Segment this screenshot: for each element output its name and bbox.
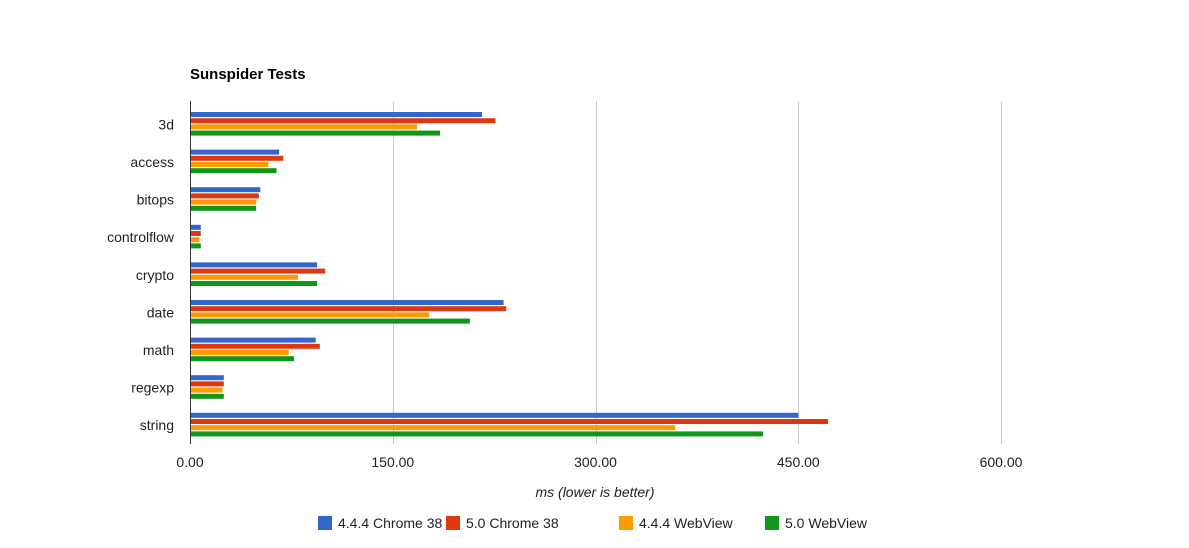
chart-title: Sunspider Tests — [190, 66, 306, 83]
legend-item: 5.0 Chrome 38 — [446, 515, 559, 531]
bar-date-5-0-webview — [191, 318, 470, 324]
bar-controlflow-4-4-4-webview — [191, 237, 200, 243]
grid-lines — [393, 101, 1002, 444]
bar-string-4-4-4-chrome-38 — [191, 412, 799, 418]
bar-date-4-4-4-chrome-38 — [191, 300, 504, 305]
category-labels: 3d access bitops controlflow crypto date math r… — [107, 116, 175, 433]
bar-regexp-4-4-4-chrome-38 — [191, 375, 224, 381]
bar-access-4-4-4-chrome-38 — [191, 149, 280, 155]
bar-string-5-0-webview — [191, 431, 764, 437]
bar-regexp-5-0-webview — [191, 393, 224, 399]
category-label: date — [147, 304, 174, 320]
legend-item: 5.0 WebView — [765, 515, 868, 531]
category-label: crypto — [136, 267, 174, 283]
bar-math-5-0-webview — [191, 356, 295, 362]
category-label: regexp — [131, 380, 174, 396]
x-tick-label: 0.00 — [176, 454, 203, 470]
bar-bitops-5-0-chrome-38 — [191, 193, 259, 199]
legend-label: 5.0 Chrome 38 — [466, 515, 559, 531]
bars — [191, 112, 828, 437]
category-label: math — [143, 342, 174, 358]
legend-swatch — [619, 516, 633, 530]
x-tick-label: 450.00 — [777, 454, 820, 470]
bar-3d-4-4-4-chrome-38 — [191, 112, 482, 117]
x-tick-label: 300.00 — [574, 454, 617, 470]
bar-bitops-5-0-webview — [191, 205, 257, 211]
bar-math-4-4-4-webview — [191, 350, 289, 355]
bar-controlflow-5-0-chrome-38 — [191, 231, 201, 236]
bar-math-4-4-4-chrome-38 — [191, 337, 316, 343]
legend-label: 5.0 WebView — [785, 515, 868, 531]
legend-item: 4.4.4 WebView — [619, 515, 734, 531]
legend-swatch — [318, 516, 332, 530]
bar-bitops-4-4-4-chrome-38 — [191, 187, 261, 193]
bar-string-4-4-4-webview — [191, 425, 676, 431]
bar-access-5-0-chrome-38 — [191, 155, 284, 161]
bar-controlflow-5-0-webview — [191, 243, 201, 249]
legend-swatch — [446, 516, 460, 530]
bar-crypto-5-0-chrome-38 — [191, 268, 326, 274]
category-label: controlflow — [107, 229, 175, 245]
bar-math-5-0-chrome-38 — [191, 343, 320, 349]
bar-date-5-0-chrome-38 — [191, 306, 507, 312]
bar-string-5-0-chrome-38 — [191, 419, 828, 424]
legend-label: 4.4.4 Chrome 38 — [338, 515, 442, 531]
bar-3d-5-0-webview — [191, 130, 441, 136]
bar-date-4-4-4-webview — [191, 312, 430, 318]
bar-controlflow-4-4-4-chrome-38 — [191, 224, 201, 230]
bar-regexp-4-4-4-webview — [191, 387, 223, 393]
category-label: bitops — [137, 192, 174, 208]
legend-label: 4.4.4 WebView — [639, 515, 734, 531]
bar-3d-5-0-chrome-38 — [191, 118, 496, 124]
legend-item: 4.4.4 Chrome 38 — [318, 515, 442, 531]
category-label: 3d — [158, 116, 174, 132]
x-axis-label: ms (lower is better) — [535, 484, 654, 500]
legend-swatch — [765, 516, 779, 530]
category-label: string — [140, 417, 174, 433]
x-tick-label: 600.00 — [980, 454, 1023, 470]
bar-crypto-4-4-4-chrome-38 — [191, 262, 318, 268]
bar-regexp-5-0-chrome-38 — [191, 381, 224, 387]
bar-access-5-0-webview — [191, 168, 277, 174]
legend: 4.4.4 Chrome 38 5.0 Chrome 38 4.4.4 WebVie… — [318, 515, 868, 531]
category-label: access — [130, 154, 174, 170]
x-tick-labels: 0.00 150.00 300.00 450.00 600.00 — [176, 454, 1022, 470]
bar-3d-4-4-4-webview — [191, 124, 418, 130]
x-tick-label: 150.00 — [371, 454, 414, 470]
bar-crypto-4-4-4-webview — [191, 274, 299, 280]
bar-access-4-4-4-webview — [191, 162, 269, 167]
bar-bitops-4-4-4-webview — [191, 199, 257, 205]
bar-crypto-5-0-webview — [191, 281, 318, 286]
